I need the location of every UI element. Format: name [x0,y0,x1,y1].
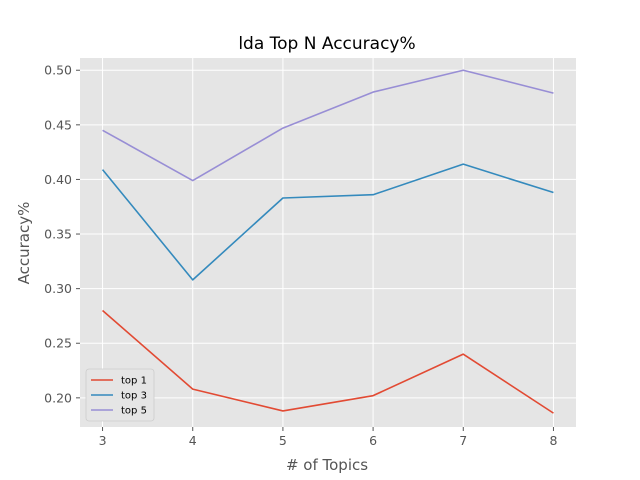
y-tick-label: 0.35 [44,227,72,242]
y-tick-label: 0.25 [44,336,72,351]
legend: top 1 top 3 top 5 [85,368,155,422]
y-tick-label: 0.20 [44,390,72,405]
x-axis-label: # of Topics [286,456,368,474]
legend-label: top 5 [121,406,147,417]
x-tick-label: 4 [189,433,197,448]
y-axis-label: Accuracy% [15,202,33,285]
y-tick-label: 0.45 [44,117,72,132]
axis-ticks: 3 4 5 6 7 8 0.20 0.25 0.30 0.35 0.40 0.45 0.50 [44,63,557,448]
x-tick-label: 7 [459,433,467,448]
legend-box [85,368,155,422]
y-tick-label: 0.50 [44,63,72,78]
x-tick-label: 5 [279,433,287,448]
grid [80,58,576,427]
y-tick-label: 0.30 [44,281,72,296]
x-tick-label: 3 [99,433,107,448]
legend-label: top 3 [121,391,147,402]
chart-title: lda Top N Accuracy% [238,34,415,54]
series-lines [101,69,554,414]
series-line-top-3 [101,163,554,281]
x-tick-label: 6 [369,433,377,448]
legend-label: top 1 [121,376,147,387]
series-line-top-1 [102,309,554,414]
series-line-top-5 [102,69,554,182]
plot-area [80,58,576,427]
x-tick-label: 8 [549,433,557,448]
y-tick-label: 0.40 [44,172,72,187]
